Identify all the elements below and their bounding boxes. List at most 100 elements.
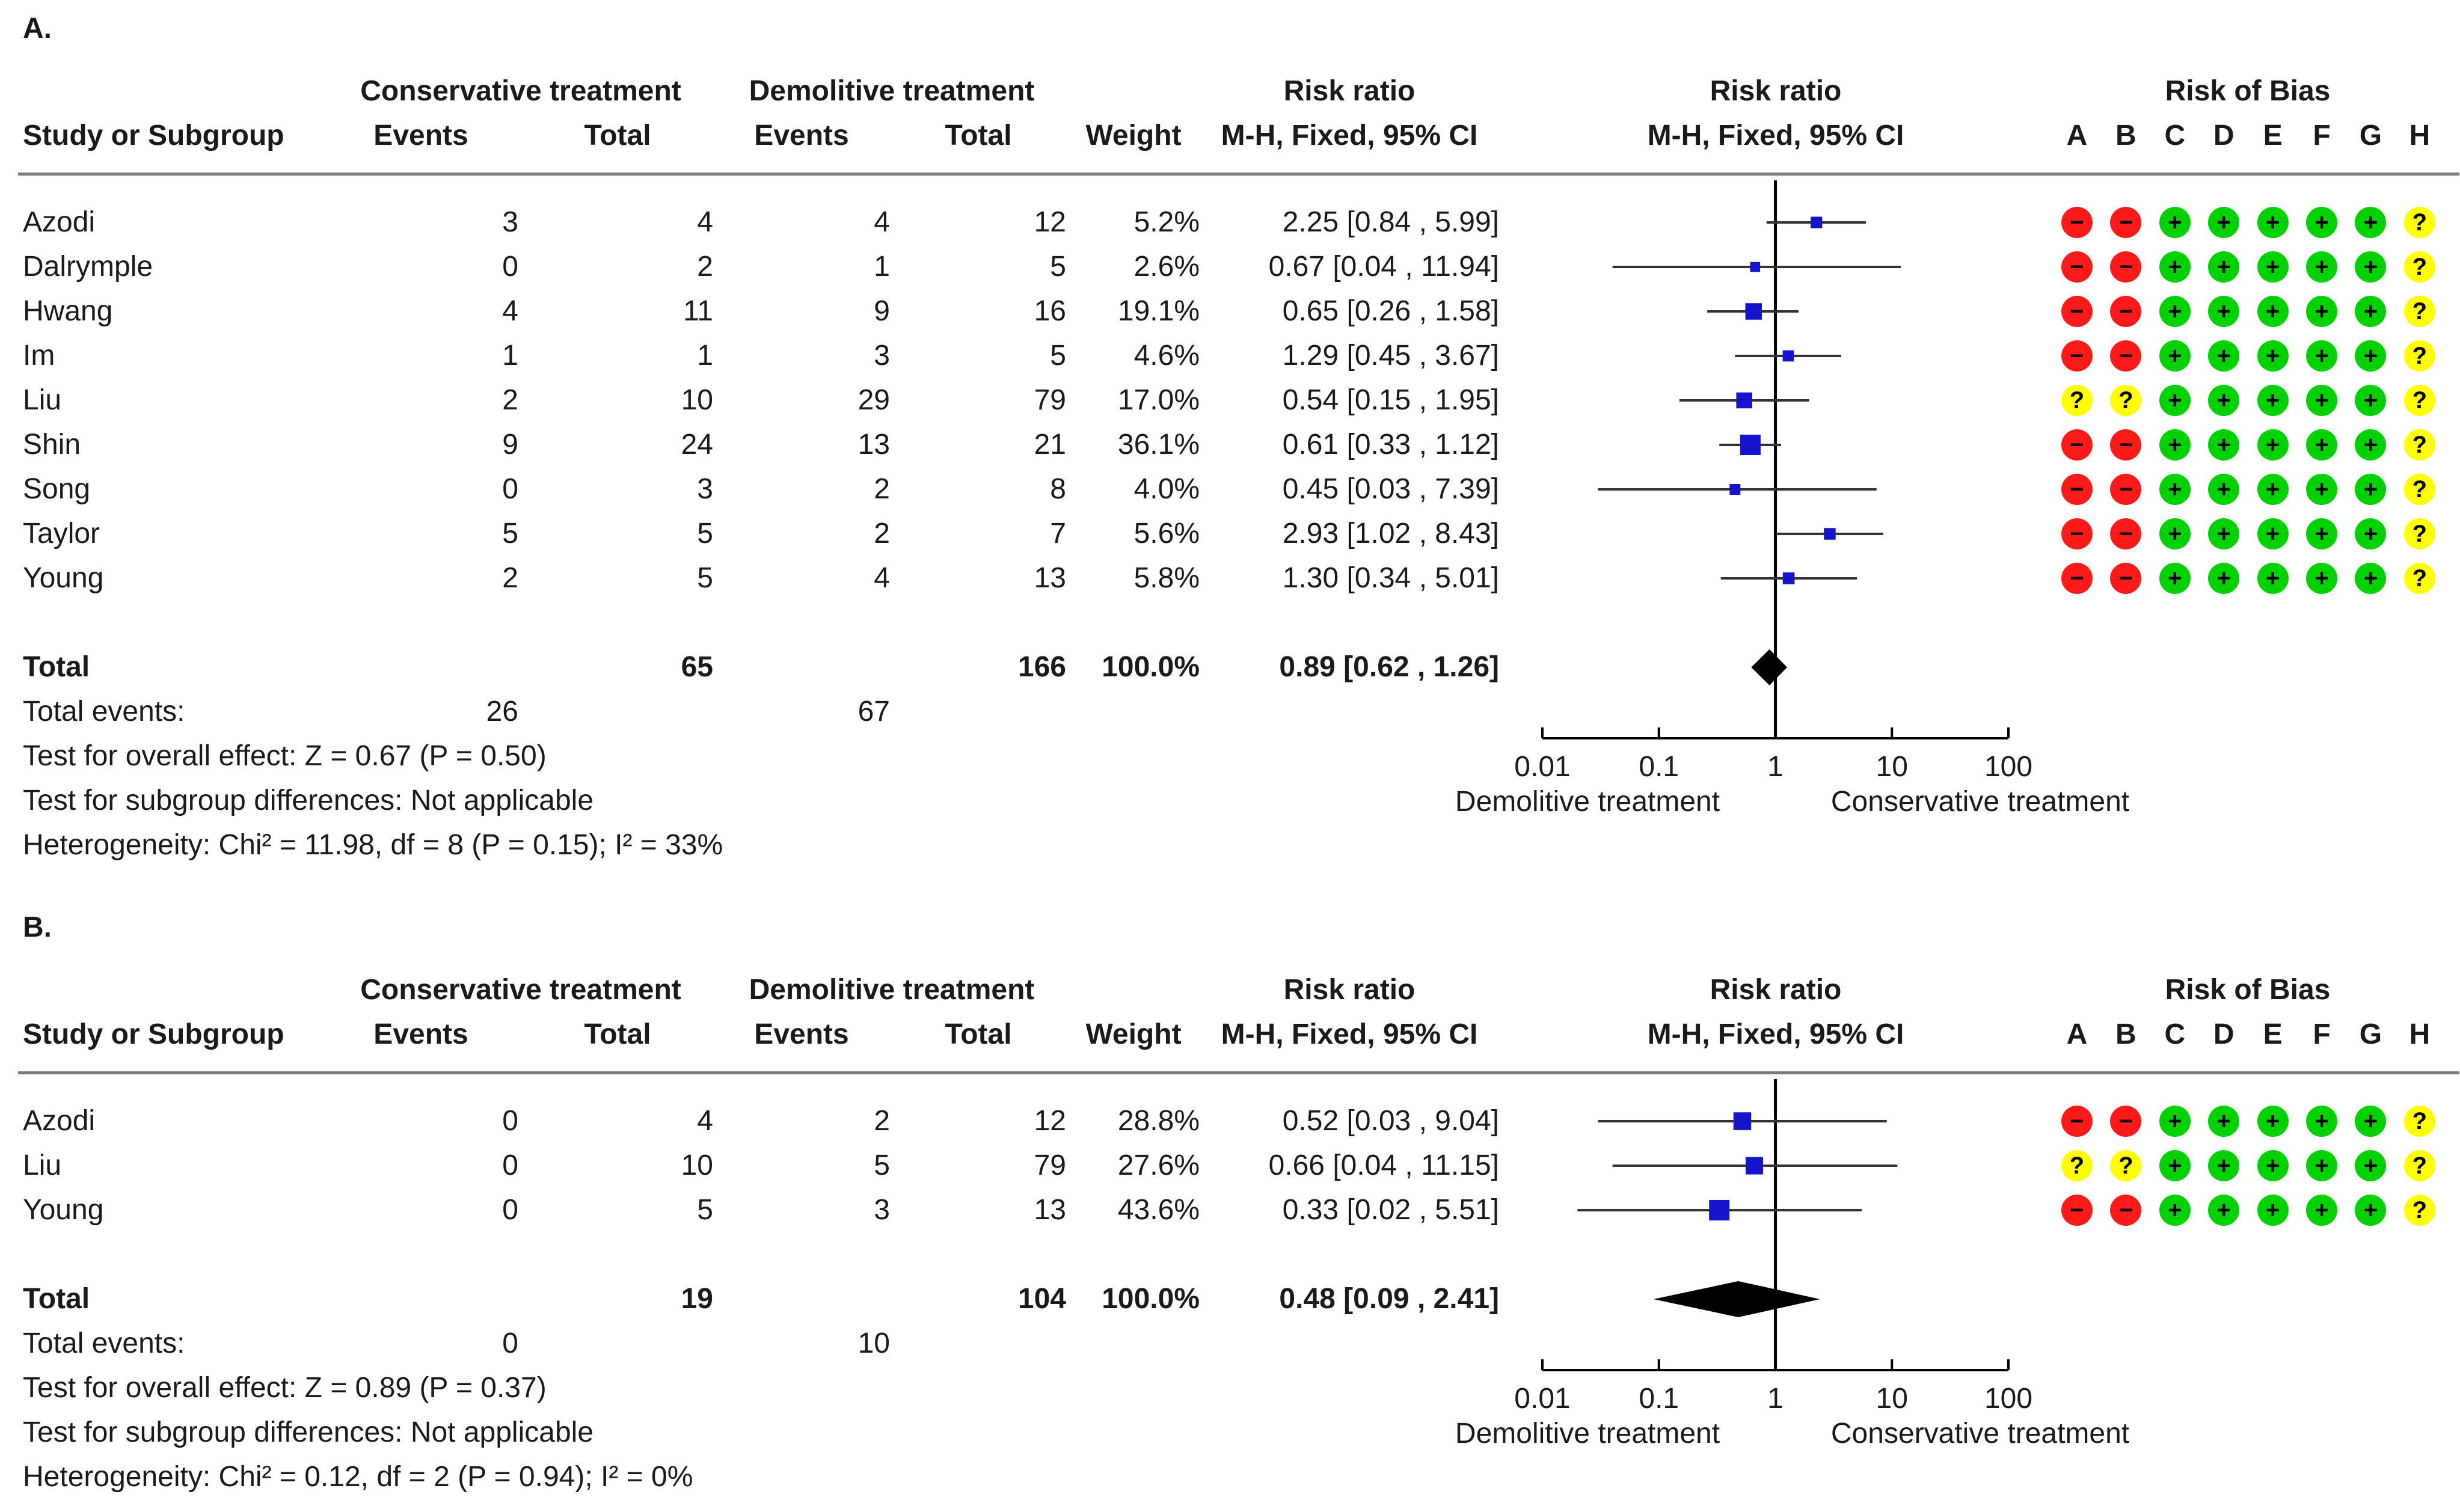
group2-header: Demolitive treatment [749, 974, 1035, 1006]
bias-col-header-f: F [2313, 120, 2331, 152]
study-weight: 5.6% [1133, 518, 1200, 549]
bias-col-header-e: E [2263, 120, 2283, 152]
events-conservative: 2 [502, 562, 518, 594]
bias-high-icon: − [2110, 251, 2142, 283]
bias-high-icon: − [2061, 1106, 2093, 1137]
bias-col-header-d: D [2213, 1018, 2235, 1050]
bias-low-icon: + [2257, 1106, 2289, 1137]
bias-col-header-f: F [2313, 1018, 2331, 1050]
study-weight: 36.1% [1117, 429, 1200, 461]
bias-col-header-e: E [2263, 1018, 2283, 1050]
forest-plot [1541, 1079, 2010, 1371]
study-name: Taylor [23, 518, 100, 549]
events1-header: Events [373, 1018, 468, 1050]
footer-line: Test for overall effect: Z = 0.67 (P = 0… [23, 740, 547, 772]
study-marker [1745, 303, 1762, 320]
bias-low-icon: + [2257, 1195, 2289, 1226]
study-name: Im [23, 340, 55, 372]
footer-line: Heterogeneity: Chi² = 0.12, df = 2 (P = … [23, 1461, 693, 1493]
header-divider [18, 173, 2459, 176]
bias-high-icon: − [2110, 1106, 2142, 1137]
total-demolitive: 8 [1050, 473, 1066, 505]
bias-unclear-icon: ? [2403, 207, 2435, 238]
study-marker [1745, 1157, 1764, 1175]
pooled-effect-diamond [1751, 649, 1787, 685]
total-conservative: 11 [683, 295, 713, 327]
total-conservative: 5 [697, 1194, 713, 1226]
group2-header: Demolitive treatment [749, 75, 1035, 107]
plot-method-header: M-H, Fixed, 95% CI [1647, 120, 1904, 152]
events-conservative: 3 [502, 206, 518, 238]
axis-tick-label: 0.01 [1514, 1383, 1571, 1415]
total-demolitive: 12 [1034, 1105, 1066, 1137]
events-conservative: 0 [502, 473, 518, 505]
study-name: Shin [23, 429, 81, 461]
total-weight: 100.0% [1102, 1283, 1200, 1315]
risk-ratio-header: Risk ratio [1283, 974, 1416, 1006]
study-marker [1811, 216, 1823, 228]
total-conservative: 3 [697, 473, 713, 505]
bias-low-icon: + [2159, 207, 2191, 238]
bias-low-icon: + [2159, 429, 2191, 461]
bias-high-icon: − [2061, 296, 2093, 327]
bias-high-icon: − [2110, 296, 2142, 327]
axis-right-label: Conservative treatment [1830, 1418, 2130, 1449]
bias-low-icon: + [2257, 385, 2289, 416]
study-marker [1750, 262, 1761, 272]
total-conservative: 65 [681, 651, 713, 683]
events-demolitive: 3 [874, 1194, 890, 1226]
bias-col-header-h: H [2409, 120, 2431, 152]
events-demolitive: 2 [874, 473, 890, 505]
bias-low-icon: + [2208, 429, 2240, 461]
total-demolitive: 5 [1050, 251, 1066, 283]
study-weight: 4.0% [1133, 473, 1200, 505]
total-conservative: 4 [697, 206, 713, 238]
study-risk-ratio-ci: 2.93 [1.02 , 8.43] [1282, 518, 1499, 549]
bias-unclear-icon: ? [2403, 296, 2435, 327]
study-risk-ratio-ci: 0.52 [0.03 , 9.04] [1282, 1105, 1499, 1137]
plot-method-header: M-H, Fixed, 95% CI [1647, 1018, 1904, 1050]
events-conservative: 0 [502, 1105, 518, 1137]
bias-low-icon: + [2257, 518, 2289, 549]
study-marker [1740, 435, 1761, 455]
bias-unclear-icon: ? [2403, 1150, 2435, 1181]
bias-unclear-icon: ? [2403, 474, 2435, 505]
bias-low-icon: + [2159, 296, 2191, 327]
bias-low-icon: + [2355, 518, 2387, 549]
forest-plot-panel-a: A. Conservative treatment Demolitive treat… [18, 14, 2459, 860]
study-name: Liu [23, 384, 62, 416]
bias-high-icon: − [2110, 563, 2142, 594]
axis-left-label: Demolitive treatment [1455, 1418, 1720, 1449]
bias-low-icon: + [2306, 1106, 2337, 1137]
bias-high-icon: − [2061, 251, 2093, 283]
events-conservative: 4 [502, 295, 518, 327]
bias-high-icon: − [2061, 207, 2093, 238]
bias-header: Risk of Bias [2165, 75, 2331, 107]
bias-low-icon: + [2355, 207, 2387, 238]
pooled-effect-diamond [1653, 1281, 1820, 1317]
total-conservative: 24 [681, 429, 713, 461]
study-weight: 27.6% [1117, 1149, 1200, 1181]
study-weight: 5.2% [1133, 206, 1200, 238]
axis-tick-label: 0.01 [1514, 751, 1571, 783]
study-name: Song [23, 473, 91, 505]
total-conservative: 19 [681, 1283, 713, 1315]
forest-plot [1541, 180, 2010, 739]
total-events-demolitive: 10 [857, 1327, 890, 1359]
bias-col-header-h: H [2409, 1018, 2431, 1050]
bias-low-icon: + [2355, 1195, 2387, 1226]
weight-header: Weight [1085, 1018, 1182, 1050]
total-risk-ratio-ci: 0.89 [0.62 , 1.26] [1279, 651, 1499, 683]
bias-low-icon: + [2355, 340, 2387, 372]
study-weight: 2.6% [1133, 251, 1200, 283]
bias-low-icon: + [2257, 474, 2289, 505]
bias-high-icon: − [2110, 429, 2142, 461]
bias-col-header-b: B [2115, 1018, 2136, 1050]
bias-low-icon: + [2208, 340, 2240, 372]
study-marker [1782, 350, 1794, 362]
events-demolitive: 13 [857, 429, 890, 461]
bias-high-icon: − [2061, 429, 2093, 461]
weight-header: Weight [1085, 120, 1182, 152]
bias-unclear-icon: ? [2403, 1106, 2435, 1137]
study-risk-ratio-ci: 2.25 [0.84 , 5.99] [1282, 206, 1499, 238]
